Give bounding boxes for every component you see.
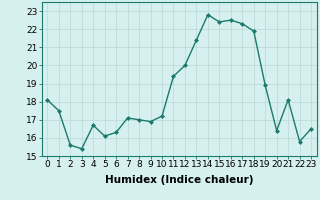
X-axis label: Humidex (Indice chaleur): Humidex (Indice chaleur) — [105, 175, 253, 185]
